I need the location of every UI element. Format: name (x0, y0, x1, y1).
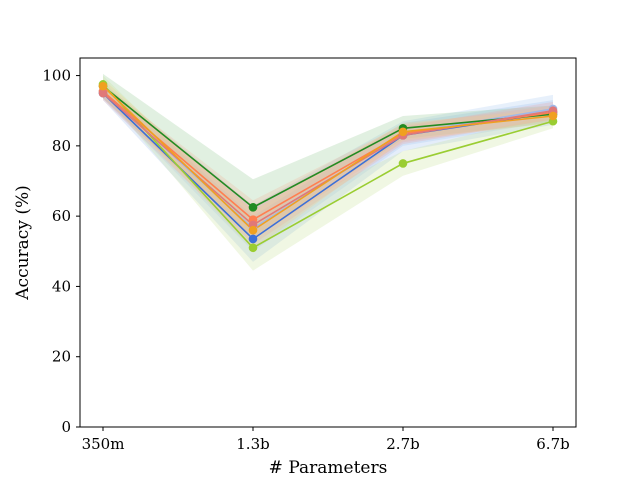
y-tick-label: 100 (42, 67, 71, 85)
series-4-band (103, 84, 553, 239)
series-3-point-2 (398, 159, 408, 168)
x-tick-label: 6.7b (536, 435, 569, 453)
y-axis-label: Accuracy (%) (13, 185, 33, 300)
series-lines (102, 83, 554, 249)
series-3-line (102, 83, 554, 249)
series-5-point-0 (98, 88, 108, 98)
x-axis-ticks: 350m 1.3b 2.7b 6.7b (82, 427, 570, 453)
series-points (98, 80, 558, 253)
series-5-band (103, 86, 553, 245)
series-1-point-1 (248, 234, 258, 244)
series-6-point-0 (98, 81, 108, 91)
x-tick-label: 1.3b (236, 435, 269, 453)
series-2-point-1 (248, 203, 258, 212)
y-tick-label: 20 (52, 348, 71, 366)
y-tick-label: 40 (52, 277, 71, 295)
y-tick-label: 0 (61, 418, 71, 436)
plot-frame (79, 57, 577, 428)
series-6-point-3 (548, 111, 558, 121)
y-tick-label: 60 (52, 207, 71, 225)
series-3-point-1 (248, 243, 258, 253)
x-tick-label: 2.7b (386, 435, 419, 453)
x-tick-label: 350m (82, 435, 125, 453)
series-2-band (103, 73, 553, 238)
series-3-band (103, 75, 553, 271)
series-6-point-1 (248, 225, 258, 235)
series-2-line (102, 85, 554, 209)
confidence-bands (103, 73, 553, 271)
y-axis-ticks: 0 20 40 60 80 100 (42, 67, 80, 436)
x-axis-label: # Parameters (269, 458, 388, 478)
y-tick-label: 80 (52, 137, 71, 155)
series-6-line (102, 85, 554, 232)
series-6-point-2 (398, 127, 408, 137)
